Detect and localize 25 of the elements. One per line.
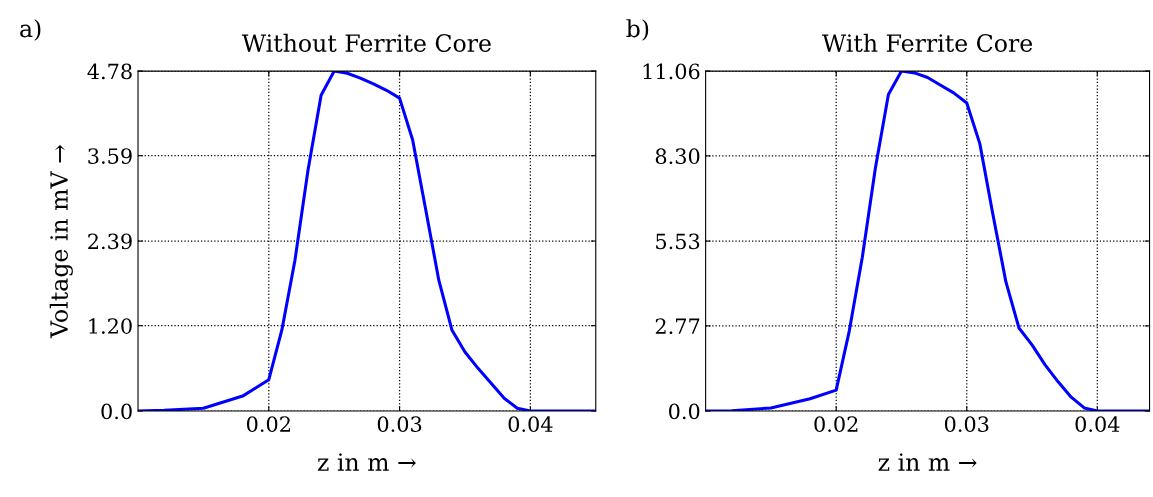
y-tick-label: 8.30 bbox=[655, 148, 700, 165]
text: a) bbox=[20, 19, 41, 41]
x-tick-label: 0.03 bbox=[377, 416, 422, 433]
x-axis-title: z in m → bbox=[878, 453, 977, 471]
y-tick-label: 5.53 bbox=[656, 233, 700, 250]
x-tick-label: 0.04 bbox=[508, 416, 553, 433]
x-axis-title: z in m → bbox=[317, 453, 416, 471]
line-series bbox=[705, 71, 1150, 412]
x-tick-label: 0.04 bbox=[1075, 416, 1120, 433]
y-tick-label: 11.06 bbox=[643, 63, 700, 80]
y-tick-label: 0.0 bbox=[101, 403, 132, 420]
line-series bbox=[138, 71, 596, 412]
y-tick-label: 4.78 bbox=[87, 63, 132, 80]
text: b) bbox=[626, 19, 649, 41]
y-tick-label: 3.59 bbox=[88, 148, 132, 164]
y-tick-label: 2.77 bbox=[655, 318, 700, 335]
y-axis-title: Voltage in mV → bbox=[49, 145, 73, 339]
chart-title: Without Ferrite Core bbox=[241, 33, 491, 52]
x-tick-label: 0.02 bbox=[246, 416, 290, 433]
y-tick-label: 0.0 bbox=[669, 403, 700, 420]
y-tick-label: 2.39 bbox=[88, 233, 132, 250]
x-tick-label: 0.03 bbox=[944, 416, 989, 433]
y-tick-label: 1.20 bbox=[89, 318, 132, 334]
x-tick-label: 0.02 bbox=[814, 416, 858, 433]
chart-title: With Ferrite Core bbox=[822, 33, 1033, 52]
